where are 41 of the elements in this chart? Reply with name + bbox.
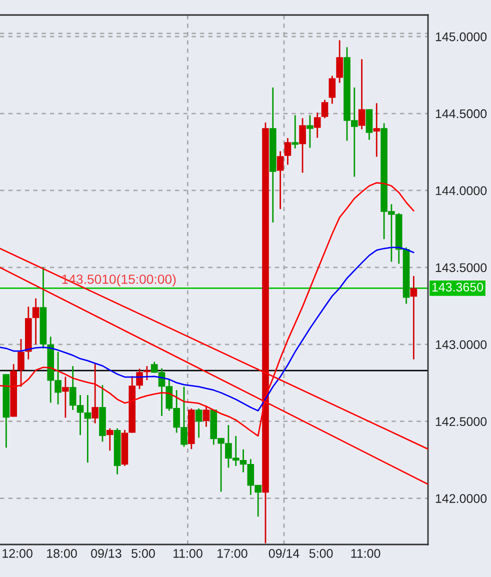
x-tick-label: 09/13 xyxy=(91,548,122,558)
candlestick xyxy=(92,362,98,424)
candlestick xyxy=(106,428,114,452)
x-tick-label: 5:00 xyxy=(309,548,333,558)
candlestick xyxy=(62,376,69,418)
candlestick xyxy=(336,40,343,84)
candlestick xyxy=(292,114,299,150)
y-tick-label: 144.0000 xyxy=(436,186,487,196)
x-tick-label: 11:00 xyxy=(173,548,202,558)
candlestick xyxy=(18,338,24,388)
y-tick-label: 143.5000 xyxy=(436,263,487,272)
y-tick-label: 142.0000 xyxy=(436,494,487,503)
candlestick xyxy=(314,112,321,139)
x-tick-label: 11:00 xyxy=(351,548,380,558)
candlestick xyxy=(321,99,328,119)
x-tick-label: 17:00 xyxy=(217,548,248,558)
candlestick xyxy=(410,275,418,360)
y-tick-label: 143.0000 xyxy=(436,340,487,350)
y-tick-label: 145.0000 xyxy=(436,32,487,42)
candlestick xyxy=(306,114,314,149)
candlestick xyxy=(32,298,40,346)
line-series xyxy=(0,246,414,412)
candlestick xyxy=(136,368,143,390)
candlestick xyxy=(276,150,284,210)
y-tick-label: 144.5000 xyxy=(436,109,487,118)
candlestick xyxy=(84,394,92,464)
ref-line-label: 143.3650 xyxy=(432,282,484,292)
candlestick xyxy=(195,408,202,438)
candlestick xyxy=(358,58,366,130)
candlestick xyxy=(202,404,210,428)
x-tick-label: 5:00 xyxy=(132,548,155,558)
candlestick xyxy=(366,108,373,141)
x-tick-label: 09/14 xyxy=(268,548,300,558)
x-tick-label: 12:00 xyxy=(2,548,32,558)
candlestick xyxy=(284,137,292,166)
x-tick-label: 18:00 xyxy=(47,548,77,558)
candlestick xyxy=(299,117,306,174)
candlestick xyxy=(328,75,336,105)
candlestick xyxy=(373,102,380,158)
candlestick xyxy=(144,365,150,381)
y-tick-label: 142.5000 xyxy=(436,417,487,426)
